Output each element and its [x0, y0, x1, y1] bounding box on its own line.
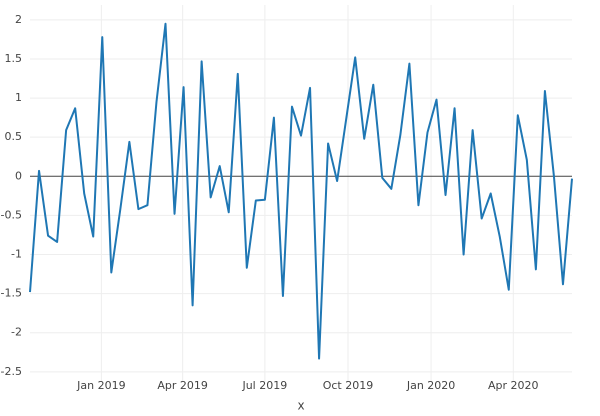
y-tick-label: -2.5	[1, 365, 22, 378]
x-tick-label: Oct 2019	[323, 379, 374, 392]
y-tick-label: -1	[11, 248, 22, 261]
y-tick-label: 2	[15, 13, 22, 26]
x-tick-label: Apr 2020	[488, 379, 539, 392]
y-tick-label: 0.5	[5, 130, 23, 143]
line-series	[29, 22, 573, 360]
y-tick-label: 0	[15, 169, 22, 182]
y-tick-label: -1.5	[1, 287, 22, 300]
x-tick-label: Jan 2020	[406, 379, 455, 392]
y-tick-label: -0.5	[1, 208, 22, 221]
y-tick-label: -2	[11, 326, 22, 339]
x-tick-label: Jan 2019	[76, 379, 125, 392]
y-tick-label: 1.5	[5, 52, 23, 65]
x-axis-title: x	[297, 399, 304, 413]
x-tick-label: Apr 2019	[157, 379, 208, 392]
x-tick-label: Jul 2019	[241, 379, 287, 392]
y-tick-label: 1	[15, 91, 22, 104]
